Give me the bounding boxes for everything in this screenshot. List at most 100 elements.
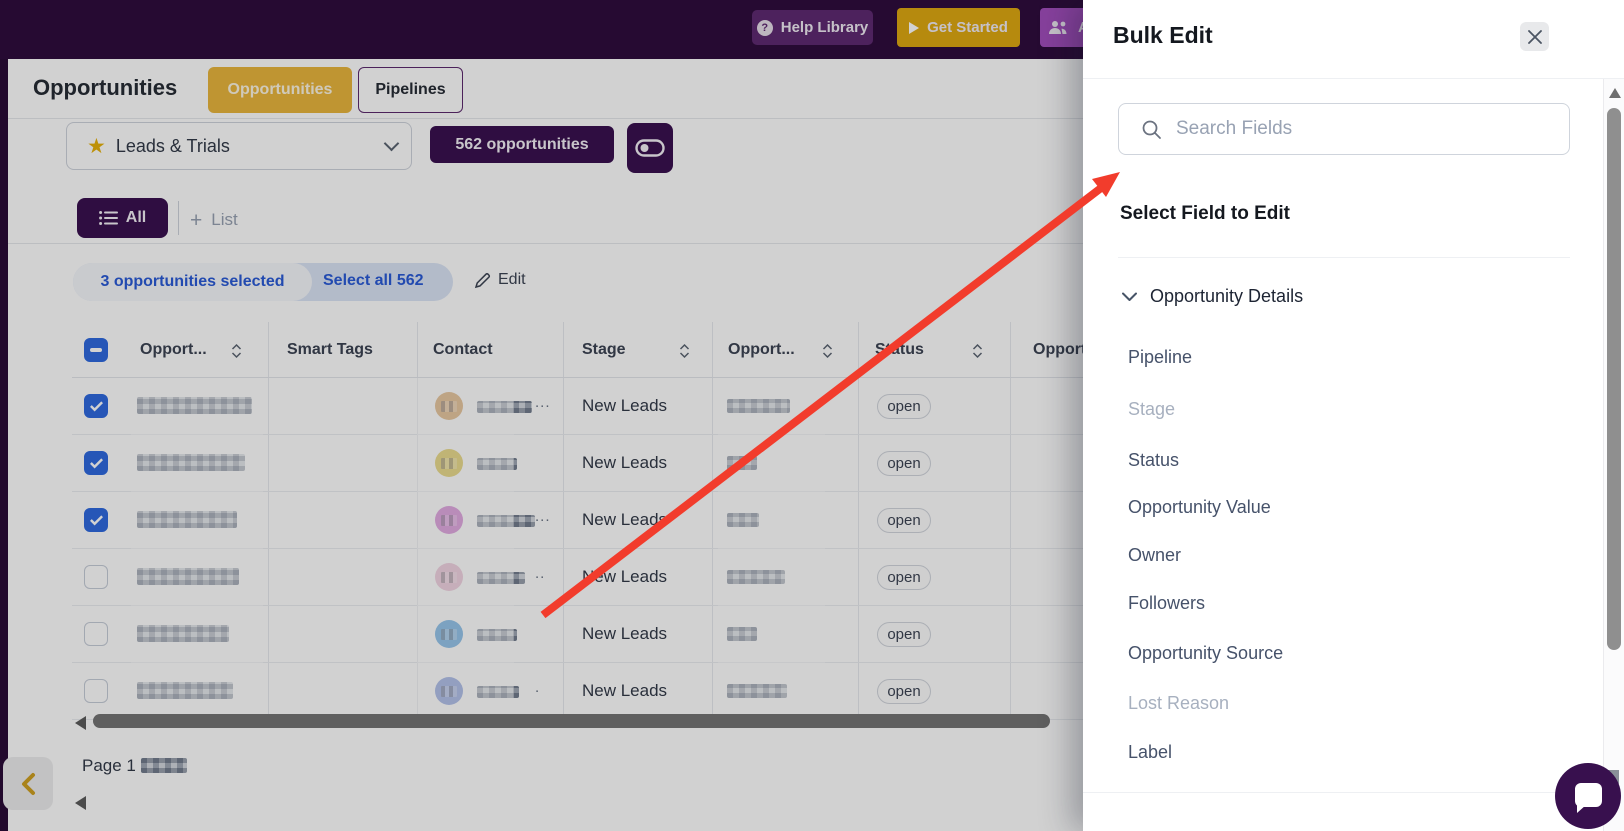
contact-avatar [435,620,463,648]
pipeline-selector-value: Leads & Trials [115,135,230,156]
play-icon [909,21,920,34]
modal-dim-overlay[interactable] [0,0,1083,831]
page-header-band [8,59,1083,119]
column-divider [417,322,418,721]
redacted-opportunity-name [137,625,229,642]
hscroll-left-arrow[interactable] [75,716,86,730]
bulk-edit-label: Edit [498,271,526,288]
field-option-lost-reason[interactable]: Lost Reason [1128,693,1230,713]
plus-icon: + [190,208,203,232]
field-option-opportunity-value[interactable]: Opportunity Value [1128,497,1271,517]
pipeline-selector[interactable]: ★ Leads & Trials [66,122,412,170]
team-icon [1049,20,1067,34]
scroll-up-arrow[interactable] [1609,88,1621,98]
row-checkbox[interactable] [84,679,108,703]
field-option-status[interactable]: Status [1128,450,1180,470]
chat-launcher-button[interactable] [1555,763,1621,829]
bulk-edit-button[interactable]: Edit [474,271,526,289]
visibility-toggle-button[interactable] [627,123,673,173]
sidebar-collapse-button[interactable] [3,757,53,810]
pencil-icon [474,272,491,288]
avatar-blur [441,628,457,640]
col-opportunity-name[interactable]: Opport... [140,341,207,358]
help-icon: ? [756,19,773,36]
table-row[interactable]: New Leads open [72,606,1083,663]
row-checkbox[interactable] [84,451,108,475]
redacted-opportunity-name [137,682,233,699]
redacted-opportunity-name [137,397,252,414]
panel-scrollbar-thumb[interactable] [1607,108,1621,650]
star-icon: ★ [87,134,106,158]
help-library-label: Help Library [780,19,869,36]
redacted-contact-name [477,572,525,584]
chevron-down-icon [1122,292,1137,301]
redacted-contact-name [477,686,519,698]
toggle-icon [635,139,665,157]
col-smart-tags[interactable]: Smart Tags [287,341,373,358]
contact-ellipsis: . [535,679,541,696]
pagination-left-arrow[interactable] [75,796,86,810]
contact-avatar [435,392,463,420]
sort-icon[interactable] [230,343,243,359]
field-option-stage[interactable]: Stage [1128,399,1176,419]
list-icon [98,211,118,225]
tab-pipelines[interactable]: Pipelines [358,67,463,113]
avatar-blur [441,457,457,469]
select-all-link[interactable]: Select all 562 [323,272,424,289]
avatar-blur [441,571,457,583]
chat-icon [1574,782,1602,813]
stage-cell: New Leads [582,624,668,643]
contact-avatar [435,563,463,591]
field-option-followers[interactable]: Followers [1128,593,1206,613]
redacted-opportunity-name [137,454,245,471]
avatar-blur [441,514,457,526]
contact-avatar [435,506,463,534]
divider [1118,257,1570,258]
select-all-checkbox[interactable] [84,338,108,362]
close-button[interactable] [1520,22,1549,51]
col-contact[interactable]: Contact [433,341,493,358]
field-option-pipeline[interactable]: Pipeline [1128,347,1193,367]
contact-avatar [435,449,463,477]
row-checkbox[interactable] [84,394,108,418]
redacted-contact-name [477,401,532,413]
selected-count-chip[interactable]: 3 opportunities selected [73,263,312,301]
stage-cell: New Leads [582,681,668,700]
row-checkbox[interactable] [84,565,108,589]
close-icon [1527,29,1542,44]
horizontal-scrollbar[interactable] [93,714,1050,728]
help-library-button[interactable]: ? Help Library [752,10,873,45]
redacted-contact-name [477,629,517,641]
page-title: Opportunities [33,75,178,100]
bulk-edit-panel: Bulk Edit Search Fields Select Field to … [1083,0,1624,831]
redacted-opportunity-value [727,684,787,698]
search-placeholder: Search Fields [1176,118,1293,139]
search-fields-input[interactable]: Search Fields [1118,103,1570,155]
field-option-label[interactable]: Label [1128,742,1173,762]
field-option-opportunity-source[interactable]: Opportunity Source [1128,643,1284,663]
tab-all-lists[interactable]: All [77,198,168,238]
redacted-opportunity-value [727,627,757,641]
status-badge: open [877,622,931,647]
tab-opportunities[interactable]: Opportunities [208,67,352,113]
add-list-label: List [211,210,238,229]
row-checkbox[interactable] [84,622,108,646]
group-opportunity-details[interactable]: Opportunity Details [1122,286,1303,307]
status-badge: open [877,679,931,704]
get-started-label: Get Started [927,19,1008,36]
row-checkbox[interactable] [84,508,108,532]
redacted-opportunity-name [137,511,237,528]
page-indicator: Page 1 [82,756,136,775]
add-list-button[interactable]: + List [190,208,238,232]
divider [1083,78,1624,79]
get-started-button[interactable]: Get Started [897,8,1020,47]
opportunity-count-badge: 562 opportunities [430,126,614,163]
field-option-owner[interactable]: Owner [1128,545,1182,565]
redacted-contact-name [477,515,535,527]
chevron-left-icon [22,772,35,795]
search-icon [1142,120,1161,139]
tab-all-label: All [125,209,147,226]
contact-avatar [435,677,463,705]
redacted-contact-name [477,458,517,470]
